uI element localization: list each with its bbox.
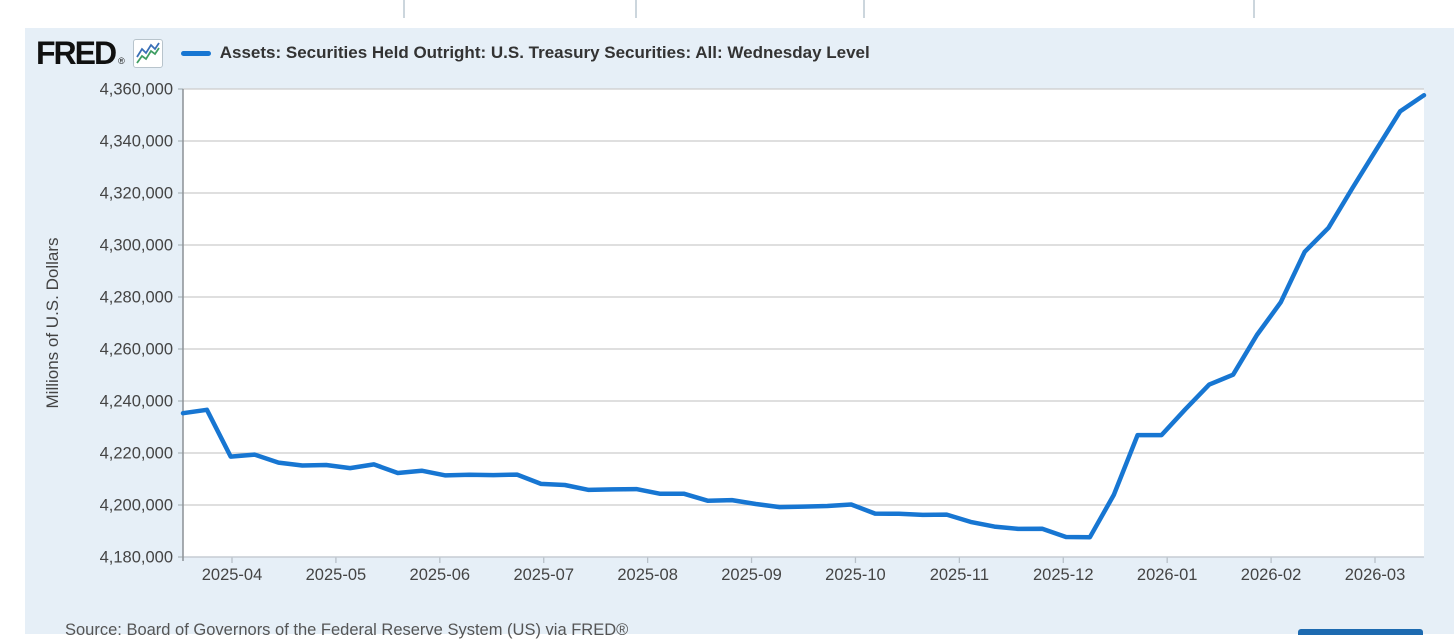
x-axis-tick-label: 2025-04 <box>202 566 263 584</box>
legend-swatch <box>180 50 211 56</box>
fred-logo[interactable]: FRED ® <box>36 35 163 71</box>
source-note: Source: Board of Governors of the Federa… <box>65 621 629 639</box>
header-divider <box>863 0 865 18</box>
fred-sparkline-icon <box>132 39 163 68</box>
header-divider <box>635 0 637 18</box>
y-axis-tick-label: 4,200,000 <box>100 497 173 515</box>
cutoff-button-top[interactable] <box>1298 629 1423 635</box>
legend-series-label: Assets: Securities Held Outright: U.S. T… <box>219 43 870 62</box>
x-axis-tick-label: 2025-08 <box>617 566 678 584</box>
registered-mark: ® <box>118 56 125 66</box>
y-axis-tick-label: 4,280,000 <box>100 289 173 307</box>
x-axis-tick-label: 2025-11 <box>930 566 989 584</box>
x-axis-tick-label: 2025-07 <box>513 566 574 584</box>
x-axis-tick-label: 2026-03 <box>1345 566 1406 584</box>
legend: Assets: Securities Held Outright: U.S. T… <box>180 43 870 63</box>
plot-background[interactable] <box>183 89 1424 557</box>
y-axis-tick-label: 4,240,000 <box>100 393 173 411</box>
fred-graph-card: Millions of U.S. Dollars 4,180,000 4,200,… <box>25 28 1454 639</box>
line-chart[interactable]: Millions of U.S. Dollars 4,180,000 4,200,… <box>25 28 1454 634</box>
x-axis-tick-label: 2026-01 <box>1137 566 1198 584</box>
x-axis-tick-label: 2026-02 <box>1241 566 1302 584</box>
header-divider <box>403 0 405 18</box>
y-axis-tick-label: 4,360,000 <box>100 81 173 99</box>
chart-header: FRED ® Assets: Securities Held Outright:… <box>36 36 870 70</box>
x-axis-tick-label: 2025-05 <box>306 566 367 584</box>
y-axis-tick-label: 4,340,000 <box>100 133 173 151</box>
y-axis-title: Millions of U.S. Dollars <box>43 238 62 409</box>
x-axis-tick-label: 2025-09 <box>721 566 782 584</box>
y-axis-tick-label: 4,220,000 <box>100 445 173 463</box>
data-line-series[interactable] <box>180 92 1427 540</box>
x-axis-tick-label: 2025-06 <box>410 566 471 584</box>
top-strip <box>0 0 1454 28</box>
fred-logo-text: FRED <box>36 35 117 71</box>
y-axis-tick-label: 4,300,000 <box>100 237 173 255</box>
x-axis-tick-label: 2025-10 <box>825 566 886 584</box>
header-divider <box>1253 0 1255 18</box>
y-axis-tick-label: 4,180,000 <box>100 549 173 567</box>
y-axis-tick-label: 4,320,000 <box>100 185 173 203</box>
y-axis-tick-label: 4,260,000 <box>100 341 173 359</box>
x-axis-tick-label: 2025-12 <box>1033 566 1094 584</box>
